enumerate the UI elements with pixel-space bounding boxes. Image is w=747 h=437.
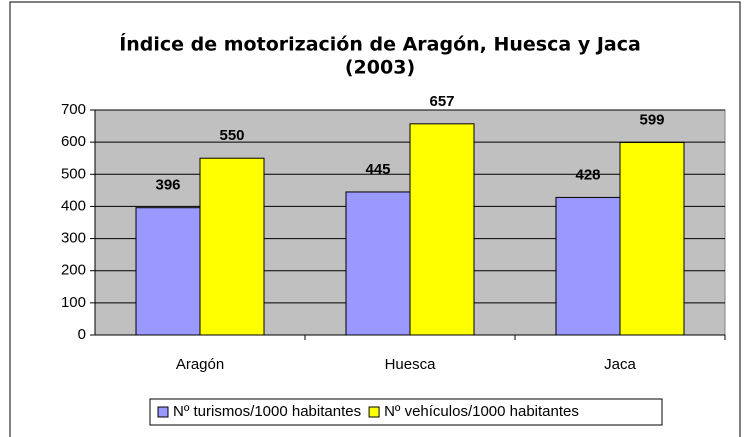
y-tick-label: 700 xyxy=(61,101,86,118)
y-tick-label: 400 xyxy=(61,197,86,214)
y-tick-label: 300 xyxy=(61,230,86,247)
bar xyxy=(199,157,265,336)
value-label: 445 xyxy=(365,161,390,178)
bar xyxy=(409,123,475,336)
y-tick-label: 200 xyxy=(61,262,86,279)
y-tick-label: 600 xyxy=(61,133,86,150)
legend-label: Nº vehículos/1000 habitantes xyxy=(384,403,579,420)
value-label: 657 xyxy=(429,93,454,110)
y-tick-label: 100 xyxy=(61,294,86,311)
x-tick-label: Jaca xyxy=(604,356,636,373)
legend-swatch xyxy=(368,406,380,418)
value-label: 396 xyxy=(155,177,180,194)
x-tick-label: Aragón xyxy=(176,356,224,373)
bar xyxy=(345,191,411,336)
chart-title: (2003) xyxy=(345,57,415,79)
value-label: 599 xyxy=(639,111,664,128)
legend-label: Nº turismos/1000 habitantes xyxy=(173,403,361,420)
legend-swatch xyxy=(157,406,169,418)
y-tick-label: 0 xyxy=(78,326,86,343)
bar xyxy=(619,141,685,336)
bar xyxy=(555,196,621,336)
chart-title: Índice de motorización de Aragón, Huesca… xyxy=(119,33,641,56)
bar xyxy=(135,207,201,336)
x-tick-label: Huesca xyxy=(385,356,437,373)
legend xyxy=(149,398,663,426)
value-label: 550 xyxy=(219,127,244,144)
y-tick-label: 500 xyxy=(61,165,86,182)
value-label: 428 xyxy=(575,166,600,183)
